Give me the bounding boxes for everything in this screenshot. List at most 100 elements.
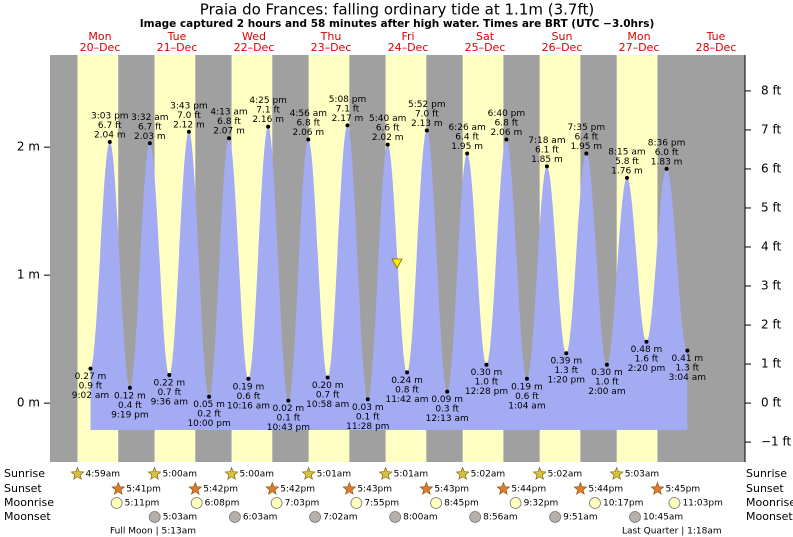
row-time: 5:11pm: [125, 499, 160, 509]
extreme-label: 0.27 m: [75, 372, 107, 382]
day-date: 27–Dec: [619, 41, 660, 54]
sunset-icon: [573, 481, 588, 495]
moonrise-icon: [589, 497, 601, 509]
row-time: 10:17pm: [603, 499, 643, 509]
extreme-point: [227, 136, 232, 141]
y2-tick-label: 6 ft: [761, 161, 781, 175]
extreme-point: [524, 376, 529, 381]
day-name: Thu: [320, 30, 342, 43]
row-time: 8:00am: [403, 513, 438, 523]
moonrise-icon: [668, 497, 681, 509]
extreme-time: 5:52 pm: [408, 100, 446, 110]
sunset-icon: [188, 481, 203, 495]
row-time: 8:45pm: [444, 499, 479, 509]
extreme-label: 0.9 ft: [79, 382, 103, 392]
extreme-label: 1.3 ft: [554, 366, 578, 376]
extreme-time: 12:13 am: [426, 414, 469, 424]
extreme-label: 0.7 ft: [157, 388, 181, 398]
moonset-icon: [629, 511, 641, 523]
extreme-point: [88, 366, 93, 371]
moonrise-icon: [350, 497, 363, 509]
row-time: 5:43pm: [434, 485, 469, 495]
row-time: 5:42pm: [280, 485, 315, 495]
extreme-point: [207, 394, 212, 399]
row-time: 5:45pm: [665, 485, 700, 495]
extreme-time: 7:18 am: [528, 136, 565, 146]
row-time: 6:08pm: [205, 499, 240, 509]
extreme-label: 0.7 ft: [316, 391, 340, 401]
row-time: 5:03am: [163, 513, 198, 523]
extreme-time: 4:56 am: [290, 109, 327, 119]
moon-phase: Last Quarter | 1:18am: [622, 527, 722, 537]
moonset-icon: [148, 511, 161, 523]
row-time: 5:01am: [317, 470, 352, 480]
extreme-label: 0.3 ft: [435, 405, 459, 415]
extreme-point: [424, 128, 429, 133]
extreme-label: 7.1 ft: [336, 104, 360, 114]
extreme-point: [286, 398, 291, 403]
extreme-label: 0.41 m: [672, 354, 704, 364]
extreme-label: 0.1 ft: [356, 412, 380, 422]
extreme-time: 6:26 am: [448, 123, 485, 133]
extreme-label: 0.1 ft: [277, 414, 301, 424]
moonrise-icon: [509, 497, 522, 509]
extreme-label: 2.03 m: [134, 132, 166, 142]
extreme-point: [504, 137, 509, 142]
row-time: 5:43pm: [357, 485, 392, 495]
y-tick-label: 0 m: [17, 396, 40, 410]
sunrise-icon: [224, 466, 239, 480]
extreme-label: 0.22 m: [153, 378, 185, 388]
extreme-time: 5:40 am: [369, 114, 406, 124]
extreme-time: 4:13 am: [210, 108, 247, 118]
extreme-label: 6.7 ft: [138, 122, 162, 132]
day-date: 25–Dec: [465, 41, 506, 54]
extreme-point: [405, 370, 410, 375]
moonset-icon: [229, 511, 241, 523]
row-label: Moonrise: [746, 496, 793, 509]
moonset-icon: [309, 511, 321, 523]
extreme-label: 1.83 m: [651, 157, 683, 167]
extreme-time: 8:36 pm: [648, 138, 686, 148]
extreme-point: [584, 151, 589, 156]
day-name: Wed: [242, 30, 266, 43]
extreme-time: 10:43 pm: [267, 423, 310, 433]
extreme-label: 0.6 ft: [237, 392, 261, 402]
extreme-point: [544, 164, 549, 169]
y-tick-label: 2 m: [17, 140, 40, 154]
sunrise-icon: [609, 466, 624, 480]
extreme-time: 9:36 am: [151, 397, 188, 407]
extreme-label: 6.8 ft: [217, 117, 241, 127]
extreme-time: 2:00 am: [588, 387, 625, 397]
moonset-icon: [549, 511, 562, 523]
tide-area: [90, 125, 688, 430]
chart-title: Praia do Frances: falling ordinary tide …: [200, 1, 594, 19]
sunset-icon: [496, 481, 511, 495]
moonset-icon: [469, 511, 482, 523]
extreme-label: 0.24 m: [391, 376, 423, 386]
extreme-label: 0.09 m: [431, 395, 463, 405]
extreme-label: 6.8 ft: [495, 118, 519, 128]
extreme-time: 4:25 pm: [249, 96, 287, 106]
sunrise-icon: [455, 466, 470, 480]
extreme-label: 2.07 m: [213, 127, 245, 137]
day-name: Mon: [627, 30, 650, 43]
extreme-label: 0.48 m: [631, 345, 663, 355]
row-time: 5:02am: [471, 470, 506, 480]
sunset-icon: [111, 481, 126, 495]
y2-tick-label: 5 ft: [761, 200, 781, 214]
y2-tick-label: 0 ft: [761, 396, 781, 410]
day-name: Tue: [706, 30, 726, 43]
extreme-label: 1.3 ft: [675, 364, 699, 374]
day-name: Sat: [476, 30, 495, 43]
extreme-point: [107, 140, 112, 145]
extreme-label: 0.20 m: [312, 381, 344, 391]
extreme-label: 2.06 m: [292, 128, 324, 138]
extreme-point: [186, 129, 191, 134]
y2-tick-label: 2 ft: [761, 318, 781, 332]
extreme-time: 1:04 am: [508, 401, 545, 411]
row-time: 5:41pm: [126, 485, 161, 495]
extreme-label: 6.8 ft: [296, 118, 320, 128]
extreme-time: 1:20 pm: [547, 376, 585, 386]
sunset-icon: [650, 481, 665, 495]
row-label: Moonset: [4, 510, 51, 523]
